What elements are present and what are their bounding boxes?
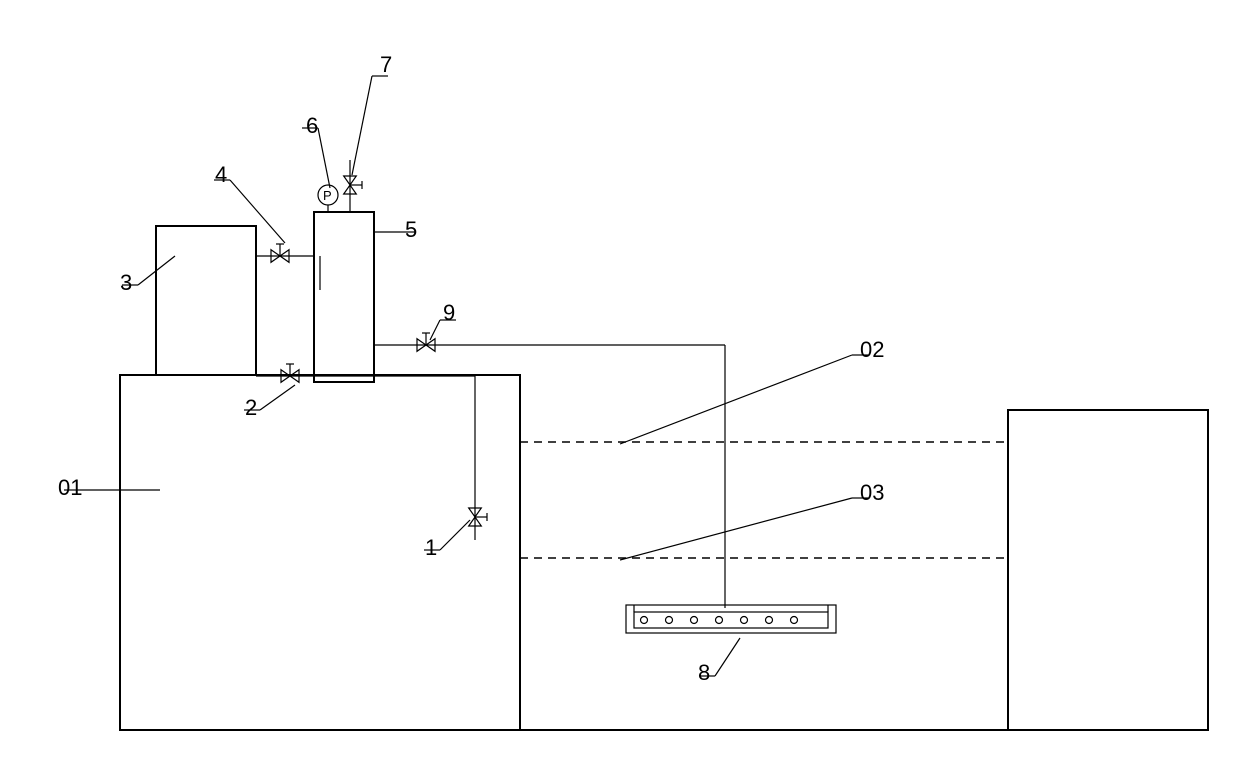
label-5: 5 [405,217,417,242]
sparger-hole [666,617,673,624]
sparger-hole [741,617,748,624]
leader-4 [230,180,285,243]
leader-1 [440,520,470,550]
sparger-hole [766,617,773,624]
leader-6 [318,128,330,188]
label-03: 03 [860,480,884,505]
label-4: 4 [215,162,227,187]
label-01: 01 [58,475,82,500]
label-7: 7 [380,52,392,77]
gauge-p-text: P [323,188,332,203]
box-5 [314,212,374,382]
sparger-outer [626,605,836,633]
leader-8 [715,638,740,676]
label-02: 02 [860,337,884,362]
sparger-inner [634,612,828,628]
leader-03 [620,498,852,560]
leader-9 [430,320,440,340]
leader-2 [260,385,295,410]
right-block [1008,410,1208,730]
label-8: 8 [698,660,710,685]
sparger-hole [716,617,723,624]
sparger-hole [641,617,648,624]
sparger-hole [691,617,698,624]
leader-7 [352,76,372,175]
left-block-01 [120,375,520,730]
diagram-root: P 1 2 3 4 5 6 7 8 9 01 02 03 [20,20,1220,748]
label-6: 6 [306,113,318,138]
label-2: 2 [245,395,257,420]
leader-02 [620,355,852,444]
label-3: 3 [120,270,132,295]
sparger-holes [641,617,798,624]
box-3 [156,226,256,375]
label-1: 1 [425,535,437,560]
sparger-hole [791,617,798,624]
labels-group: 1 2 3 4 5 6 7 8 9 01 02 03 [58,52,884,685]
label-9: 9 [443,300,455,325]
